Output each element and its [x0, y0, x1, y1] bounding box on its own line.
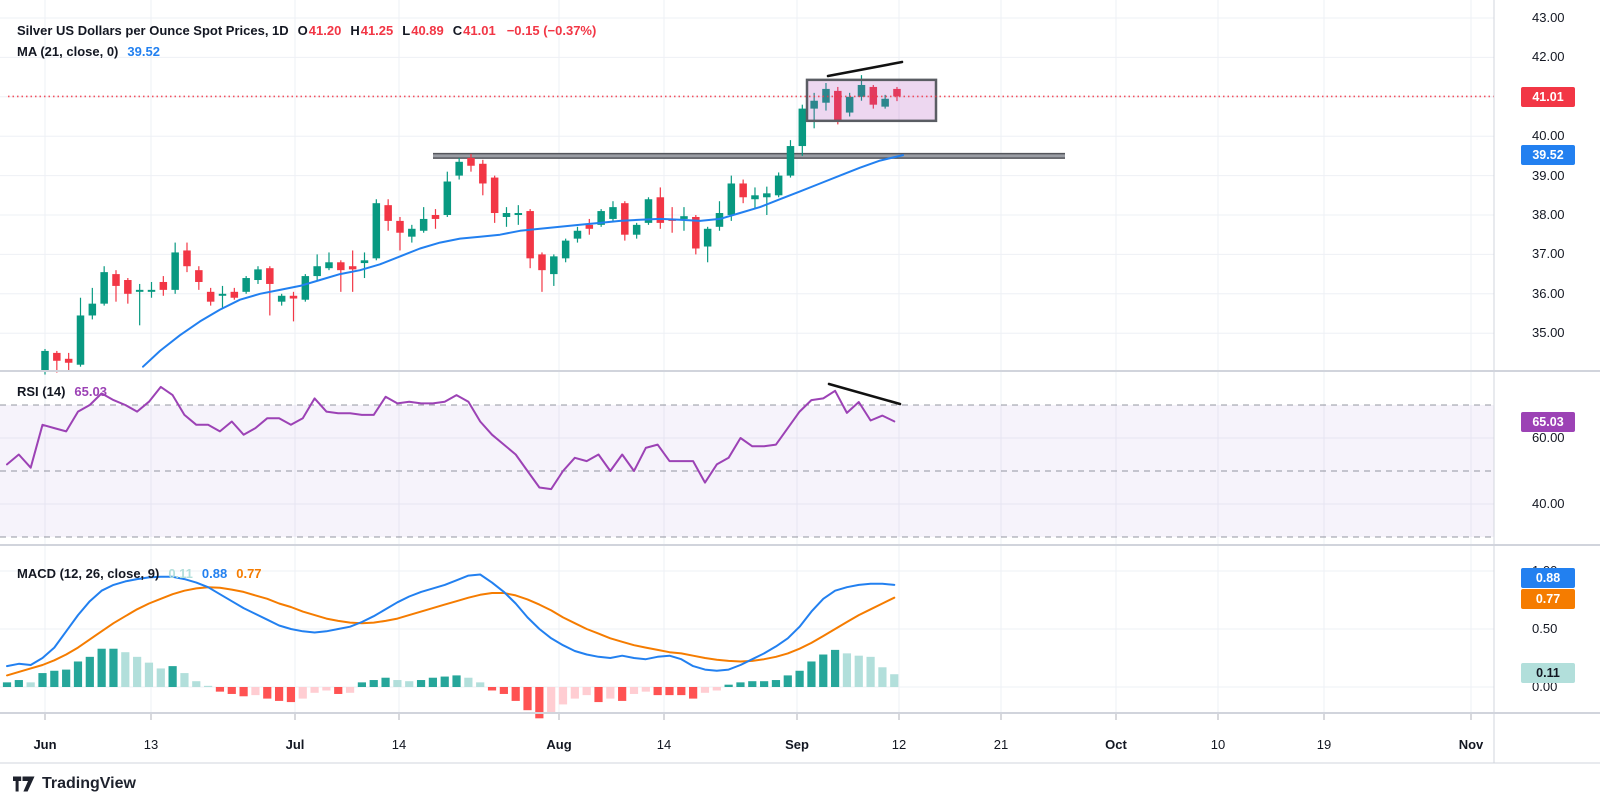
price-tick-38.00: 38.00 — [1532, 207, 1565, 222]
rsi-band — [0, 404, 1494, 538]
time-label-12: 12 — [891, 737, 907, 752]
price-tick-42.00: 42.00 — [1532, 49, 1565, 65]
time-label-13: 13 — [143, 737, 159, 752]
time-label-21: 21 — [993, 737, 1009, 752]
price-tick-43.00: 43.00 — [1532, 10, 1565, 25]
time-label-Aug: Aug — [546, 737, 572, 752]
tradingview-logo[interactable]: TradingView — [13, 775, 136, 793]
macd-tick-0.50: 0.50 — [1532, 621, 1558, 636]
symbol-title: Silver US Dollars per Ounce Spot Prices,… — [17, 23, 289, 38]
ohlc-close: C 41.01 — [452, 23, 496, 38]
ohlc-open: O 41.20 — [297, 23, 342, 38]
candles — [41, 75, 901, 375]
time-label-10: 10 — [1210, 737, 1226, 752]
time-label-Oct: Oct — [1105, 737, 1127, 752]
price-tick-40.00: 40.00 — [1532, 128, 1565, 144]
tradingview-logo-icon — [13, 776, 35, 792]
time-label-19: 19 — [1316, 737, 1332, 752]
price-change: −0.15 (−0.37%) — [506, 23, 597, 38]
ma-legend: MA (21, close, 0) 39.52 — [17, 44, 160, 59]
ma-label: MA (21, close, 0) — [17, 44, 119, 59]
price-tick-36.00: 36.00 — [1532, 285, 1565, 301]
ma-line — [142, 154, 904, 368]
rsi-label: RSI (14) — [17, 384, 66, 399]
macd-hist-badge[interactable]: 0.11 — [1521, 663, 1575, 683]
symbol-legend: Silver US Dollars per Ounce Spot Prices,… — [17, 23, 596, 38]
macd-line-value: 0.88 — [201, 566, 228, 581]
ohlc-high: H 41.25 — [350, 23, 394, 38]
rsi-legend: RSI (14) 65.03 — [17, 384, 107, 399]
last-price-badge[interactable]: 41.01 — [1521, 87, 1575, 107]
ma-value-badge[interactable]: 39.52 — [1521, 145, 1575, 165]
macd-label: MACD (12, 26, close, 9) — [17, 566, 160, 581]
ma-value: 39.52 — [127, 44, 160, 59]
macd-main-line — [6, 573, 896, 672]
macd-histogram — [2, 648, 899, 719]
time-label-Jun: Jun — [33, 737, 57, 752]
time-label-Jul: Jul — [285, 737, 305, 752]
price-tick-35.00: 35.00 — [1532, 325, 1565, 341]
rsi-tick-60.00: 60.00 — [1532, 430, 1565, 445]
price-tick-39.00: 39.00 — [1532, 167, 1565, 183]
time-label-Nov: Nov — [1458, 737, 1484, 752]
time-label-14: 14 — [391, 737, 407, 752]
macd-signal-value: 0.77 — [236, 566, 262, 581]
macd-hist-value: 0.11 — [168, 566, 193, 581]
borders — [0, 0, 1600, 764]
rsi-trendline — [827, 382, 902, 406]
macd-value-badge[interactable]: 0.88 — [1521, 568, 1575, 588]
consolidation-box — [805, 78, 938, 123]
gridlines — [0, 0, 1494, 720]
rsi-value: 65.03 — [74, 384, 107, 399]
rsi-value-badge[interactable]: 65.03 — [1521, 412, 1575, 432]
price-tick-37.00: 37.00 — [1532, 246, 1565, 262]
macd-signal-badge[interactable]: 0.77 — [1521, 589, 1575, 609]
ohlc-low: L 40.89 — [402, 23, 444, 38]
price-trendline — [826, 60, 904, 78]
time-label-14: 14 — [656, 737, 672, 752]
tradingview-logo-text: TradingView — [42, 775, 136, 792]
macd-legend: MACD (12, 26, close, 9) 0.11 0.88 0.77 — [17, 566, 262, 581]
time-label-Sep: Sep — [785, 737, 809, 752]
rsi-tick-40.00: 40.00 — [1532, 496, 1565, 511]
rsi-line — [6, 385, 896, 491]
